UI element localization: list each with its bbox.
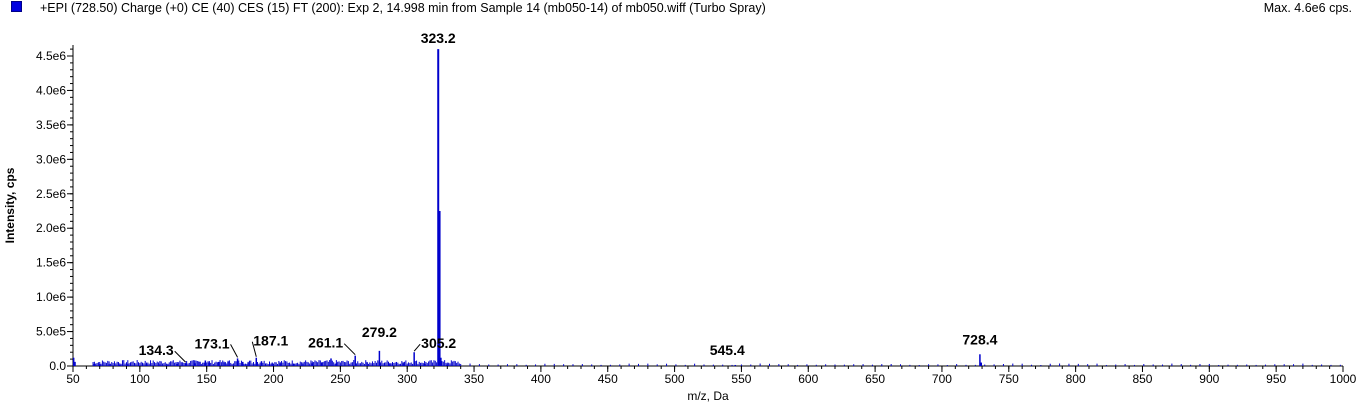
series-color-swatch bbox=[11, 1, 22, 12]
x-axis-tick-label: 600 bbox=[798, 372, 818, 386]
y-axis-tick-label: 1.5e6 bbox=[36, 256, 66, 270]
peak-label-leader bbox=[413, 343, 421, 352]
peak-label: 187.1 bbox=[253, 333, 288, 349]
chart-header: +EPI (728.50) Charge (+0) CE (40) CES (1… bbox=[0, 0, 1360, 20]
x-axis-tick-label: 250 bbox=[330, 372, 350, 386]
x-axis-tick-label: 700 bbox=[932, 372, 952, 386]
peak-label: 545.4 bbox=[710, 342, 745, 358]
x-axis-title: m/z, Da bbox=[687, 389, 729, 403]
peak-label: 728.4 bbox=[962, 331, 997, 347]
peak-label-leader bbox=[174, 350, 187, 363]
x-axis-tick-label: 800 bbox=[1066, 372, 1086, 386]
x-axis-tick-label: 550 bbox=[731, 372, 751, 386]
x-axis-tick-label: 50 bbox=[66, 372, 80, 386]
x-axis-tick-label: 400 bbox=[531, 372, 551, 386]
x-axis-tick-label: 650 bbox=[865, 372, 885, 386]
y-axis-tick-label: 4.5e6 bbox=[36, 49, 66, 63]
y-axis-title: Intensity, cps bbox=[3, 167, 17, 243]
x-axis-tick-label: 1000 bbox=[1330, 372, 1357, 386]
peak-label: 261.1 bbox=[308, 335, 343, 351]
y-axis-tick-label: 2.5e6 bbox=[36, 187, 66, 201]
y-axis-tick-label: 5.0e5 bbox=[36, 325, 66, 339]
peak-label-leader bbox=[230, 344, 239, 358]
max-intensity-label: Max. 4.6e6 cps. bbox=[1263, 1, 1352, 15]
x-axis-tick-label: 150 bbox=[197, 372, 217, 386]
peak-labels: 323.2 134.3 173.1 187.1 261.1 279.2 305.2 545.4… bbox=[139, 30, 998, 363]
x-axis-tick-label: 450 bbox=[598, 372, 618, 386]
peak-label: 305.2 bbox=[421, 335, 456, 351]
peak-label: 279.2 bbox=[362, 324, 397, 340]
x-axis-tick-label: 350 bbox=[464, 372, 484, 386]
y-axis-tick-label: 1.0e6 bbox=[36, 290, 66, 304]
peak-label: 134.3 bbox=[139, 342, 174, 358]
chart-axes: 50 100 150 200 250 300 350 400 450 500 550 600 650 70… bbox=[36, 45, 1357, 386]
x-axis-tick-label: 100 bbox=[130, 372, 150, 386]
peak-label-leader bbox=[343, 343, 356, 356]
peak-label: 173.1 bbox=[195, 335, 230, 351]
y-axis-tick-label: 0.0 bbox=[49, 359, 66, 373]
x-axis-tick-label: 900 bbox=[1199, 372, 1219, 386]
x-axis-tick-label: 750 bbox=[999, 372, 1019, 386]
peak-label: 323.2 bbox=[421, 30, 456, 46]
y-axis-tick-label: 3.0e6 bbox=[36, 152, 66, 166]
x-axis-tick-label: 300 bbox=[397, 372, 417, 386]
y-axis-tick-label: 3.5e6 bbox=[36, 118, 66, 132]
x-axis-tick-label: 200 bbox=[264, 372, 284, 386]
chart-title: +EPI (728.50) Charge (+0) CE (40) CES (1… bbox=[40, 1, 766, 15]
y-axis-tick-label: 2.0e6 bbox=[36, 221, 66, 235]
y-axis-tick-label: 4.0e6 bbox=[36, 83, 66, 97]
x-axis-tick-label: 850 bbox=[1132, 372, 1152, 386]
x-axis-tick-label: 950 bbox=[1266, 372, 1286, 386]
peak-label-leader bbox=[251, 341, 257, 357]
x-axis-tick-label: 500 bbox=[665, 372, 685, 386]
spectrum-peaks bbox=[72, 49, 1341, 366]
